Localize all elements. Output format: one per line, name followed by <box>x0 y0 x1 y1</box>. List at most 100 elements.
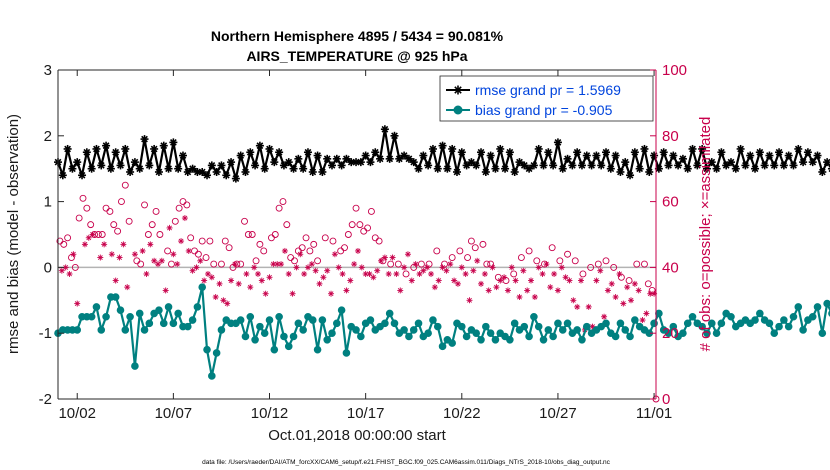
obs-assimilated-point <box>389 254 396 261</box>
obs-possible-point <box>510 270 518 278</box>
obs-possible-point <box>479 240 487 248</box>
rmse-point <box>419 151 428 160</box>
rmse-point-stroke <box>588 162 595 169</box>
obs-possible-point <box>87 221 95 229</box>
obs-assimilated-point-stroke <box>117 255 122 260</box>
obs-assimilated-point-stroke <box>267 274 272 280</box>
rmse-point-stroke <box>458 148 466 156</box>
obs-possible-point <box>483 260 491 268</box>
obs-possible-point <box>467 237 475 245</box>
rmse-point <box>217 161 226 170</box>
obs-assimilated-point <box>428 270 435 277</box>
bias-point <box>669 322 678 331</box>
obs-assimilated-point <box>139 247 146 254</box>
rmse-point <box>130 158 139 167</box>
rmse-point <box>164 164 173 173</box>
rmse-point-stroke <box>770 162 778 169</box>
obs-possible-point <box>256 240 264 248</box>
obs-assimilated-point <box>347 277 354 284</box>
rmse-point <box>587 161 596 170</box>
plot-area <box>58 70 656 399</box>
obs-possible-point <box>194 250 202 258</box>
obs-assimilated-point <box>466 297 473 304</box>
rmse-point-stroke <box>506 148 514 156</box>
bias-point <box>611 332 620 341</box>
rmse-point <box>784 151 793 160</box>
obs-possible-point <box>517 254 525 261</box>
rmse-point <box>198 167 207 176</box>
obs-assimilated-point <box>478 280 485 287</box>
rmse-point <box>501 164 510 173</box>
obs-assimilated-point-stroke <box>63 264 69 270</box>
rmse-point-stroke <box>59 171 67 179</box>
rmse-point <box>645 167 654 176</box>
rmse-point-stroke <box>270 158 278 166</box>
obs-assimilated-point-stroke <box>174 261 180 267</box>
rmse-point-stroke <box>174 165 182 173</box>
rmse-point-stroke <box>198 168 206 176</box>
obs-assimilated-point-stroke <box>555 287 561 293</box>
obs-possible-point <box>210 260 218 268</box>
bias-point <box>472 329 481 338</box>
rmse-point <box>212 167 221 176</box>
rmse-point <box>765 151 774 160</box>
rmse-point-stroke <box>621 158 629 166</box>
rmse-point-stroke <box>246 148 254 156</box>
rmse-point-stroke <box>155 168 163 176</box>
obs-assimilated-point <box>416 270 423 277</box>
obs-possible-point <box>564 250 571 258</box>
rmse-point <box>616 167 625 176</box>
rmse-point <box>102 141 111 150</box>
obs-assimilated-point-stroke <box>601 314 607 320</box>
obs-possible-point <box>64 234 72 242</box>
bias-point <box>405 332 413 341</box>
chart-title: Northern Hemisphere 4895 / 5434 = 90.081… <box>211 28 504 44</box>
obs-assimilated-point <box>635 287 642 294</box>
bias-point <box>626 332 634 341</box>
rmse-point-stroke <box>112 148 120 156</box>
obs-assimilated-point-stroke <box>186 248 192 254</box>
obs-assimilated-point <box>408 277 415 284</box>
rmse-point <box>577 161 586 170</box>
rmse-point <box>308 167 317 176</box>
obs-assimilated-point-stroke <box>220 297 226 303</box>
obs-possible-point <box>148 221 156 229</box>
rmse-point <box>813 151 822 160</box>
rmse-point-stroke <box>203 171 211 179</box>
bias-point <box>260 329 269 338</box>
rmse-point-stroke <box>309 168 317 176</box>
obs-assimilated-point-stroke <box>647 291 653 297</box>
rmse-point-stroke <box>415 165 422 173</box>
rmse-point-stroke <box>189 165 196 173</box>
obs-assimilated-point <box>528 277 535 284</box>
bias-point <box>770 329 779 338</box>
rmse-point-stroke <box>434 165 442 173</box>
bias-point <box>169 319 178 328</box>
rmse-point-stroke <box>323 155 331 163</box>
obs-assimilated-point-stroke <box>493 284 499 290</box>
rmse-point <box>529 161 538 170</box>
rmse-point <box>159 141 168 150</box>
y-right-tick-label: 60 <box>662 194 679 211</box>
obs-assimilated-point <box>216 280 223 287</box>
rmse-point-stroke <box>530 162 538 169</box>
rmse-point <box>534 144 543 153</box>
obs-assimilated-point-stroke <box>570 297 576 303</box>
obs-assimilated-point <box>381 254 388 261</box>
bias-point <box>784 322 793 331</box>
bias-point <box>188 316 197 324</box>
bias-point <box>140 326 149 334</box>
obs-possible-point <box>571 257 579 265</box>
obs-assimilated-point <box>643 310 650 317</box>
rmse-point <box>313 151 322 160</box>
bias-point <box>328 329 336 338</box>
obs-assimilated-point-stroke <box>440 264 446 270</box>
rmse-point-stroke <box>237 152 245 159</box>
rmse-point <box>457 148 466 157</box>
obs-assimilated-point-stroke <box>290 291 296 297</box>
obs-assimilated-point-stroke <box>470 268 476 274</box>
rmse-point-stroke <box>275 148 283 156</box>
rmse-point-stroke <box>145 162 153 169</box>
obs-assimilated-point-stroke <box>509 264 515 270</box>
